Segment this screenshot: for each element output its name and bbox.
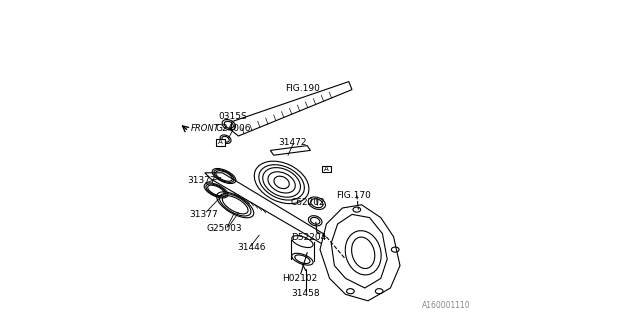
Text: 31458: 31458 — [291, 289, 320, 298]
Polygon shape — [270, 146, 310, 155]
Text: C62202: C62202 — [291, 198, 325, 207]
Text: A160001110: A160001110 — [422, 301, 470, 310]
Text: FRONT: FRONT — [191, 124, 219, 132]
Text: 0315S: 0315S — [219, 112, 247, 121]
Text: G24006: G24006 — [215, 124, 251, 132]
Text: 31377: 31377 — [188, 176, 216, 185]
Text: FIG.190: FIG.190 — [285, 84, 320, 92]
Text: 31377: 31377 — [189, 210, 218, 219]
Polygon shape — [320, 205, 400, 301]
Polygon shape — [205, 173, 333, 246]
Text: A: A — [324, 166, 328, 172]
Text: G25003: G25003 — [206, 224, 242, 233]
Text: D52204: D52204 — [291, 233, 326, 242]
Text: 31472: 31472 — [278, 138, 307, 147]
Polygon shape — [332, 214, 387, 288]
Text: 31446: 31446 — [237, 244, 266, 252]
Polygon shape — [230, 82, 352, 136]
Ellipse shape — [259, 165, 305, 200]
Bar — [216, 139, 225, 146]
Bar — [322, 166, 331, 172]
Text: FIG.170: FIG.170 — [336, 191, 371, 200]
Text: A: A — [218, 140, 223, 145]
Text: H02102: H02102 — [282, 274, 318, 283]
